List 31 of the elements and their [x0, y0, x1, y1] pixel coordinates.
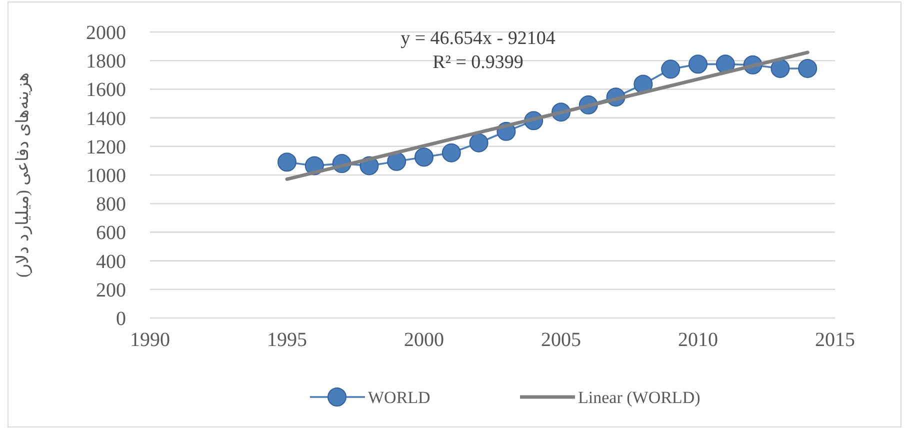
x-tick-label: 2010 [678, 329, 718, 351]
annotation: y = 46.654x - 92104 [400, 28, 556, 49]
y-tick-label: 0 [116, 308, 126, 330]
y-tick-label: 400 [96, 250, 126, 273]
point [661, 60, 680, 79]
y-tick-label: 1400 [86, 108, 126, 130]
point [469, 133, 488, 152]
point [414, 148, 434, 167]
point [798, 58, 818, 78]
legend-label: Linear (WORLD) [578, 388, 700, 407]
y-tick-label: 1200 [86, 136, 126, 158]
point [442, 143, 461, 162]
y-tick-label: 2000 [86, 22, 126, 44]
point [770, 58, 790, 78]
legend-label: WORLD [368, 388, 430, 407]
x-tick-label: 2005 [541, 329, 581, 351]
y-tick-label: 600 [96, 222, 126, 244]
y-tick-label: 800 [96, 194, 126, 216]
point [688, 54, 708, 74]
annotation: R² = 0.9399 [432, 52, 524, 73]
point [278, 152, 296, 172]
x-tick-label: 2015 [815, 329, 855, 351]
y-tick-label: 1800 [86, 50, 126, 73]
x-tick-label: 1995 [267, 329, 307, 351]
y-axis-title: هزینه‌های دفاعی (میلیارد دلار) [13, 72, 33, 278]
point [387, 152, 406, 171]
y-tick-label: 1000 [86, 165, 126, 187]
x-tick-label: 2000 [404, 329, 444, 351]
y-tick-label: 1600 [86, 79, 126, 102]
y-tick-label: 200 [96, 279, 126, 302]
x-tick-label: 1990 [130, 329, 170, 351]
